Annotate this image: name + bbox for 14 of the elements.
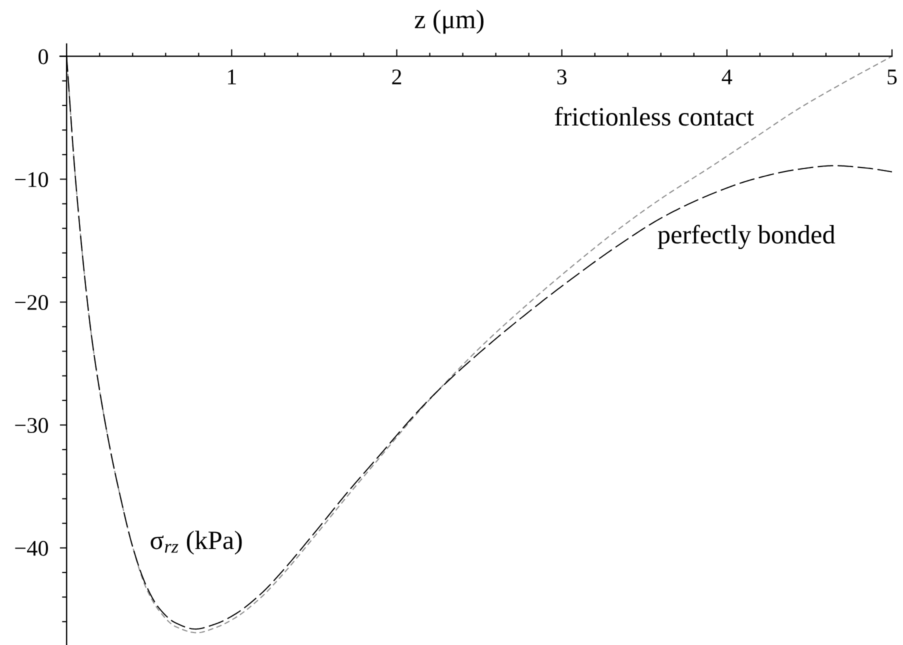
- y-tick-label: −20: [15, 295, 48, 310]
- x-axis-title: z (μm): [414, 10, 484, 34]
- y-tick-label: −40: [15, 540, 48, 556]
- y-axis-title: σ$_{rz}$ (kPa): [150, 530, 242, 555]
- series-label: frictionless contact: [554, 106, 754, 126]
- x-tick-label: 4: [722, 70, 732, 84]
- x-tick-label: 3: [557, 69, 567, 84]
- x-tick-label: 1: [228, 70, 236, 84]
- x-tick-label: 5: [888, 70, 897, 84]
- series-label: perfectly bonded: [658, 224, 836, 250]
- y-tick-label: 0: [38, 49, 48, 64]
- x-tick-label: 2: [392, 69, 402, 84]
- y-tick-label: −10: [15, 172, 48, 188]
- y-tick-label: −30: [15, 418, 48, 433]
